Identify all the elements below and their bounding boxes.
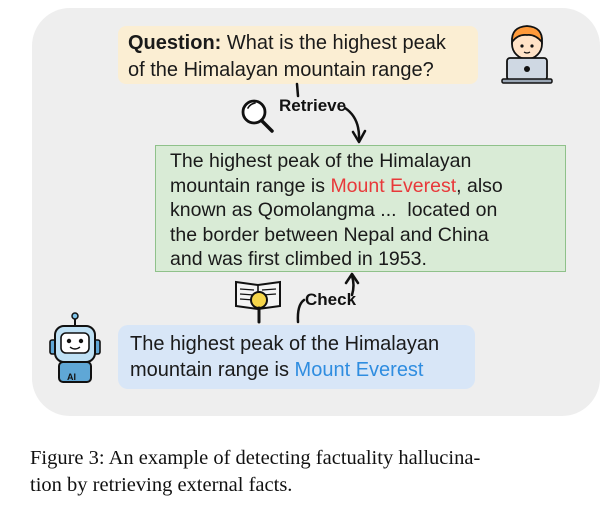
- retrieved-fact-box: The highest peak of the Himalayan mounta…: [155, 145, 566, 272]
- answer-line1: The highest peak of the Himalayan: [130, 333, 440, 355]
- fact-line5: and was first climbed in 1953.: [170, 248, 427, 270]
- magnifier-icon: [241, 99, 274, 133]
- caption-line1: Figure 3: An example of detecting factua…: [30, 447, 481, 469]
- fact-line2-pre: mountain range is: [170, 174, 331, 197]
- question-box: Question: What is the highest peak of th…: [118, 26, 478, 84]
- retrieve-label: Retrieve: [279, 96, 347, 115]
- robot-icon: AI: [49, 312, 101, 383]
- question-line2: of the Himalayan mountain range?: [128, 59, 434, 81]
- figure-caption: Figure 3: An example of detecting factua…: [30, 445, 590, 499]
- check-label: Check: [305, 290, 357, 309]
- book-magnifier-icon: [235, 280, 281, 324]
- check-arrow: [296, 272, 360, 324]
- fact-line3: known as Qomolangma ... located on: [170, 199, 498, 221]
- question-line1: What is the highest peak: [221, 32, 446, 54]
- fact-line1: The highest peak of the Himalayan: [170, 150, 472, 172]
- retrieve-arrow: [295, 82, 367, 144]
- caption-line2: tion by retrieving external facts.: [30, 474, 293, 496]
- fact-line4: the border between Nepal and China: [170, 223, 489, 246]
- answer-line2-pre: mountain range is: [130, 359, 295, 381]
- question-label: Question:: [128, 32, 222, 54]
- fact-highlight: Mount Everest: [330, 174, 457, 197]
- robot-badge: AI: [67, 372, 76, 382]
- user-laptop-icon: [501, 25, 553, 84]
- model-answer-box: The highest peak of the Himalayan mounta…: [118, 325, 475, 389]
- fact-line2-post: , also: [456, 174, 503, 197]
- answer-highlight: Mount Everest: [294, 359, 424, 381]
